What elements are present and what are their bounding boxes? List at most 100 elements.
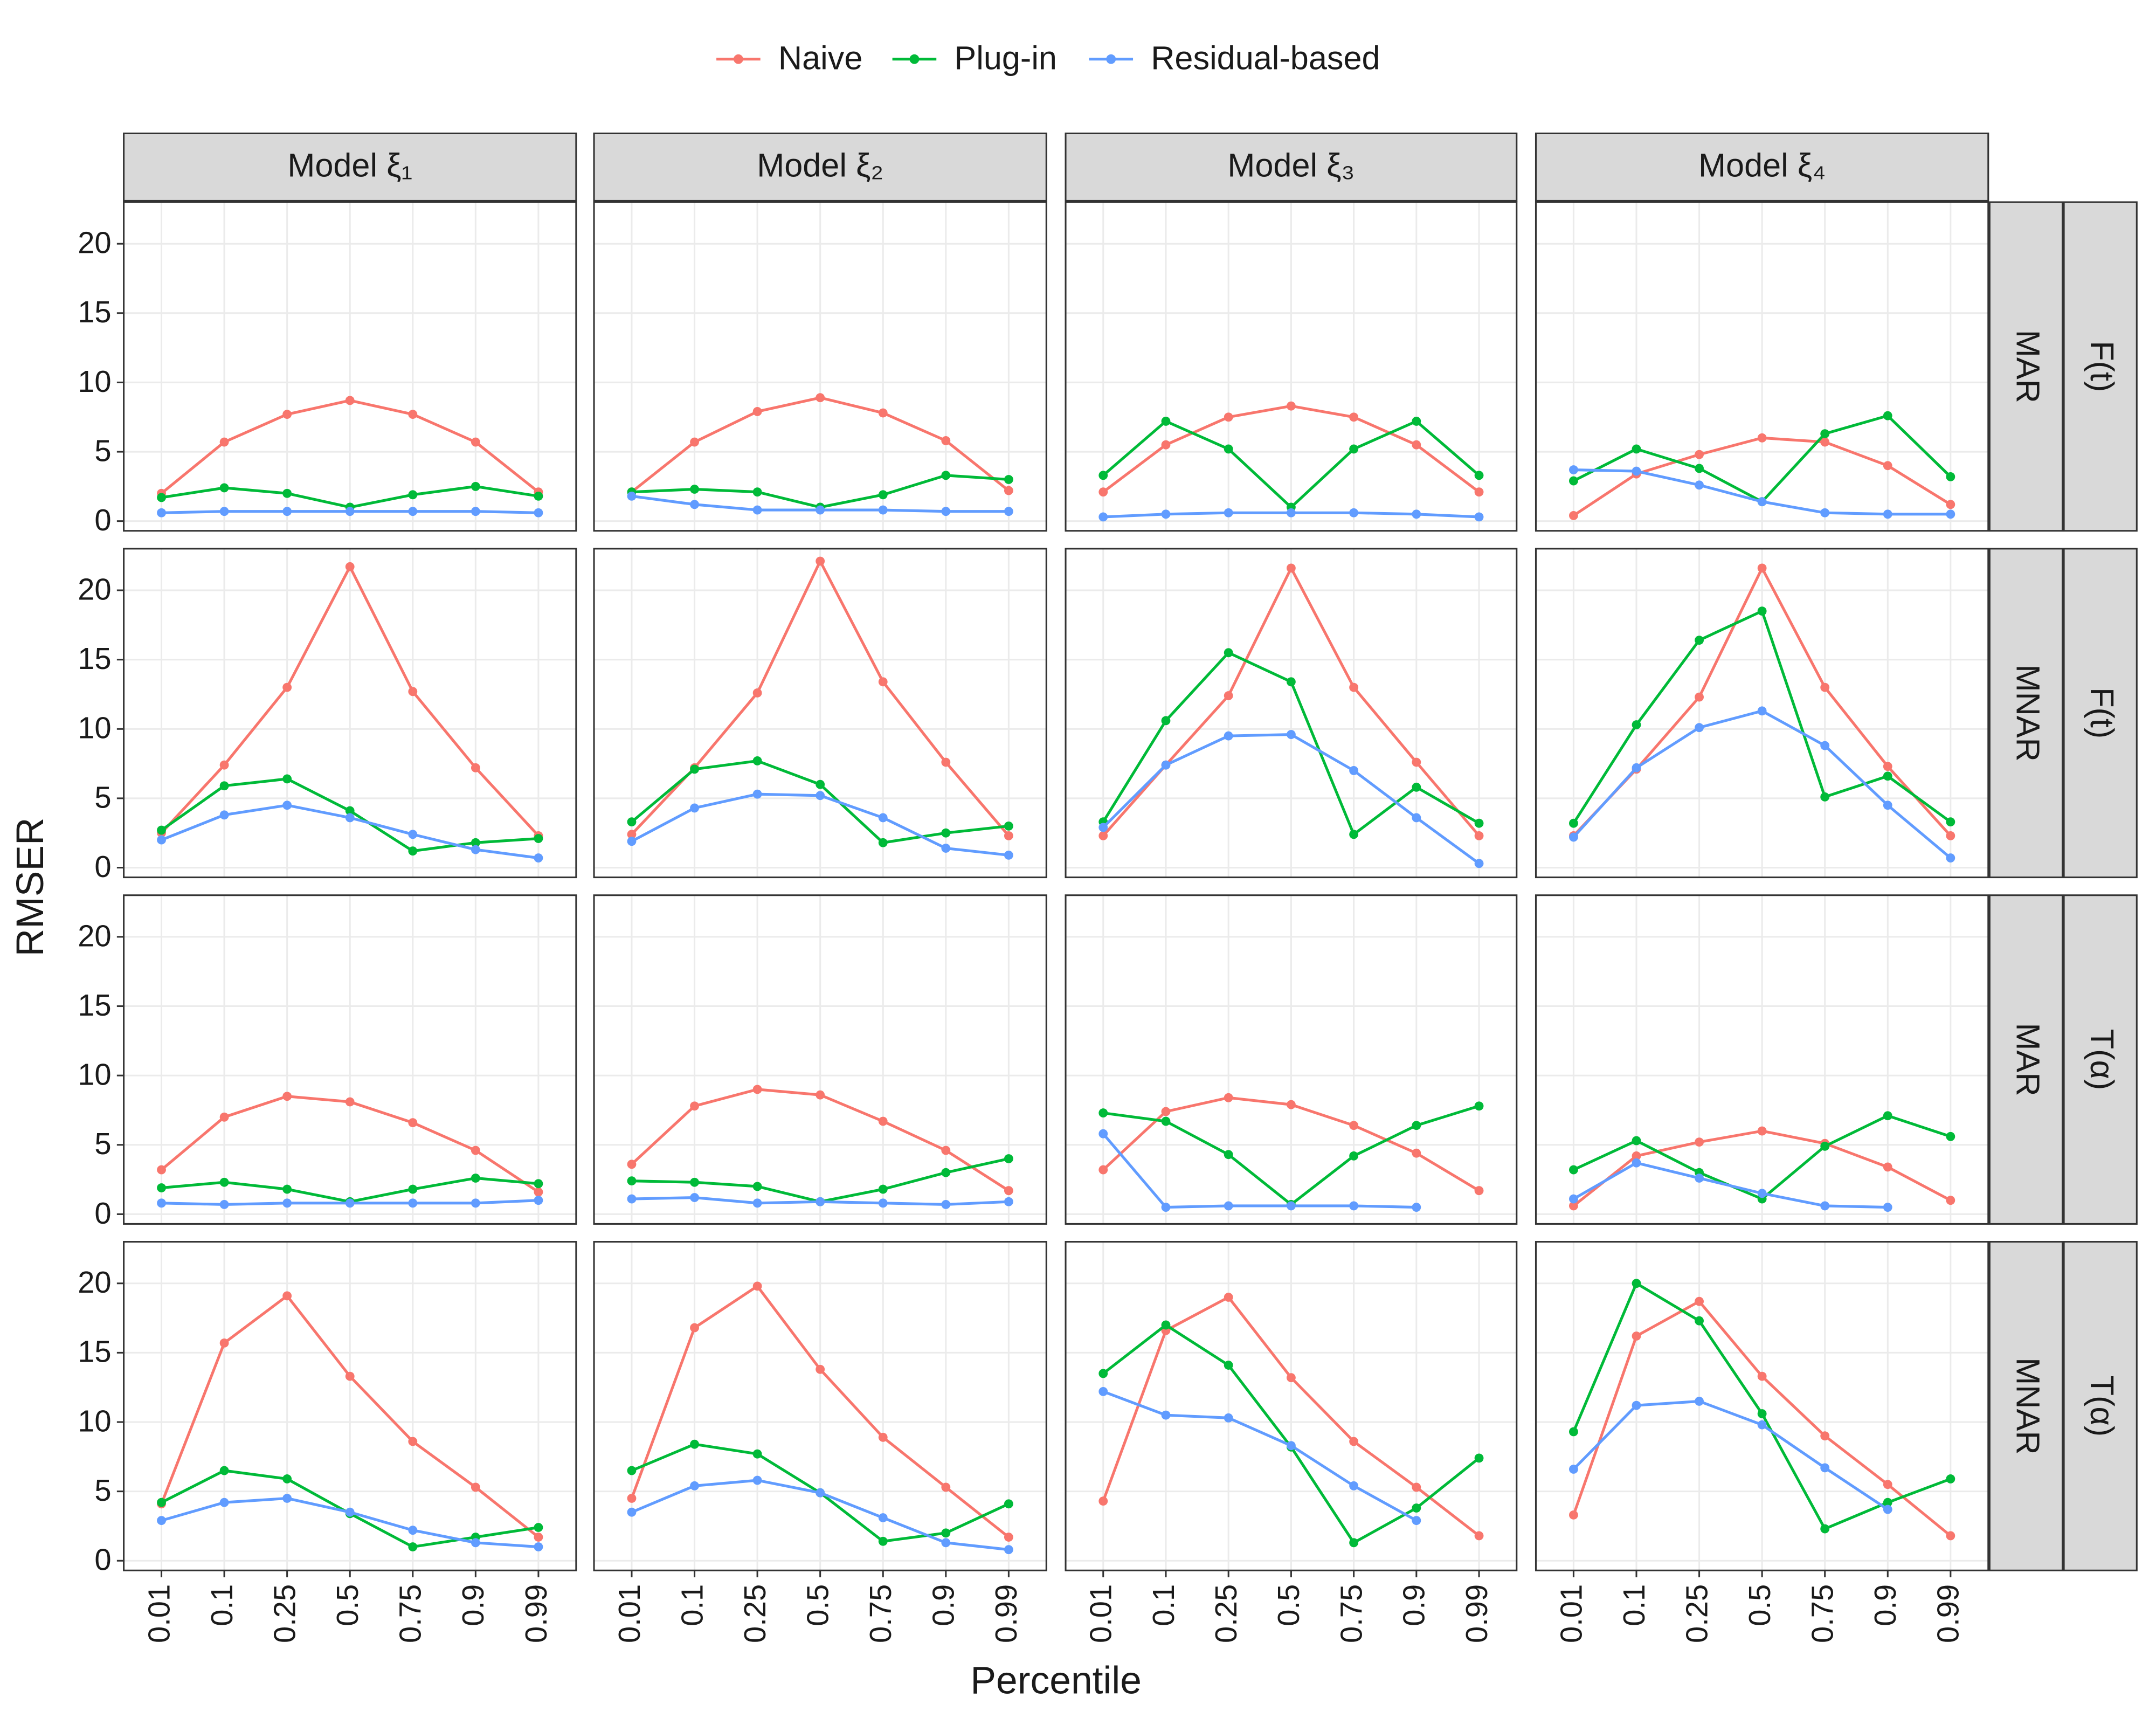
point [878, 838, 888, 847]
point [1286, 1100, 1296, 1109]
point [1004, 1197, 1013, 1206]
point [345, 806, 355, 816]
point [157, 825, 166, 835]
column-strip-label: Model ξ₃ [1227, 147, 1355, 183]
panel-border [123, 201, 577, 532]
column-strip [123, 132, 577, 202]
point [471, 1174, 480, 1183]
point [752, 1085, 762, 1094]
point [1632, 444, 1641, 454]
panel-border [1535, 1241, 1989, 1571]
point [1474, 471, 1484, 480]
point [219, 760, 229, 770]
x-tick-label: 0.75 [863, 1584, 897, 1643]
point [1883, 1111, 1892, 1121]
point [1569, 818, 1578, 828]
x-tick-label: 0.5 [330, 1584, 364, 1626]
point [157, 1516, 166, 1526]
legend-marker [1106, 54, 1116, 64]
panel-border [123, 1241, 577, 1571]
point [282, 1184, 292, 1194]
point [1098, 1129, 1108, 1138]
point [1412, 1503, 1421, 1513]
point [816, 1197, 825, 1206]
point [1569, 1427, 1578, 1437]
point [1946, 853, 1955, 862]
column-strip-label: Model ξ₄ [1698, 147, 1826, 183]
row-strip [2063, 894, 2138, 1225]
panel-border [1535, 201, 1989, 532]
column-strip [593, 132, 1047, 202]
point [752, 688, 762, 698]
point [690, 1177, 699, 1187]
point [219, 781, 229, 791]
point [627, 491, 637, 501]
point [941, 828, 951, 838]
point [408, 507, 418, 516]
point [471, 1538, 480, 1548]
point [1161, 440, 1171, 450]
point [1946, 1531, 1955, 1541]
point [752, 1198, 762, 1208]
point [1224, 1413, 1233, 1423]
x-tick-label: 0.25 [1680, 1584, 1713, 1643]
point [1004, 1545, 1013, 1555]
point [1569, 832, 1578, 842]
row-strip [1988, 548, 2064, 879]
x-axis-title: Percentile [970, 1659, 1142, 1702]
point [1632, 1279, 1641, 1288]
x-tick-label: 0.75 [1334, 1584, 1368, 1643]
point [690, 1101, 699, 1111]
point [345, 813, 355, 823]
point [1946, 1474, 1955, 1484]
point [627, 1160, 637, 1169]
point [408, 1437, 418, 1446]
point [816, 791, 825, 801]
point [690, 1481, 699, 1491]
point [1098, 512, 1108, 522]
y-tick-label: 10 [78, 1058, 111, 1092]
point [1412, 417, 1421, 426]
point [345, 1097, 355, 1107]
point [1412, 1516, 1421, 1526]
point [1286, 401, 1296, 411]
y-tick-label: 0 [94, 1196, 111, 1230]
point [1569, 1465, 1578, 1474]
point [1474, 1453, 1484, 1463]
point [282, 682, 292, 692]
point [816, 1488, 825, 1498]
row-strip-label: MAR [2009, 330, 2046, 403]
point [408, 687, 418, 696]
panel-border [1535, 894, 1989, 1225]
point [1098, 823, 1108, 832]
point [157, 1165, 166, 1175]
point [219, 1177, 229, 1187]
point [345, 1198, 355, 1208]
y-tick-label: 0 [94, 850, 111, 884]
point [878, 1198, 888, 1208]
point [1883, 461, 1892, 471]
point [941, 1199, 951, 1209]
point [1349, 1151, 1359, 1161]
point [1161, 509, 1171, 519]
point [1098, 831, 1108, 840]
point [1349, 1481, 1359, 1491]
y-tick-label: 20 [78, 572, 111, 606]
point [878, 1432, 888, 1442]
point [219, 810, 229, 820]
series-line [1102, 1390, 1418, 1522]
point [1349, 1201, 1359, 1211]
x-tick-label: 0.9 [456, 1584, 490, 1626]
row-strip-label: MNAR [2009, 1357, 2046, 1454]
point [1757, 606, 1767, 616]
row-strip-label: F(t) [2084, 687, 2120, 739]
point [1695, 636, 1704, 645]
point [1757, 1371, 1767, 1381]
point [1349, 1437, 1359, 1446]
point [690, 437, 699, 447]
point [1757, 1189, 1767, 1198]
point [690, 764, 699, 774]
point [1820, 1431, 1830, 1441]
point [941, 844, 951, 853]
